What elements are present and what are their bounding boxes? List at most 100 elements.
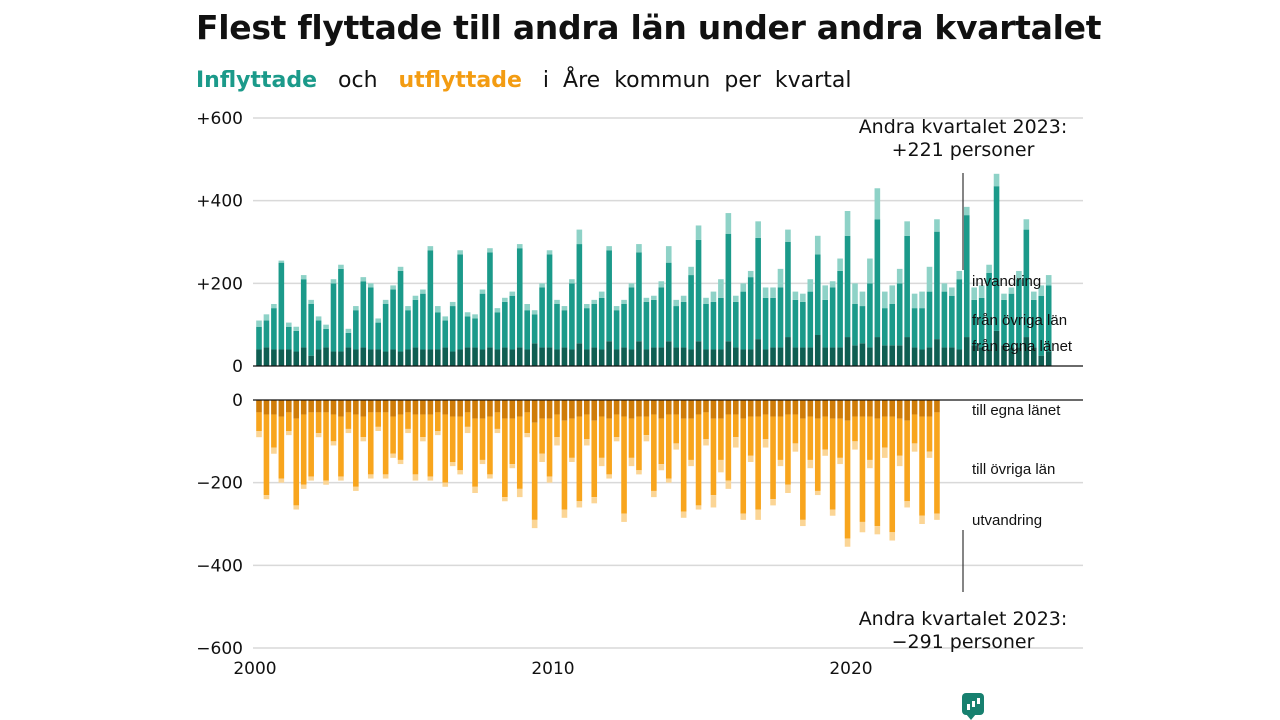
- bar-in-immigration: [382, 299, 389, 305]
- bar-out-emigration: [733, 437, 739, 448]
- y-tick-label: −200: [196, 474, 243, 494]
- subtitle-word: i: [542, 68, 550, 93]
- bar-out-other: [271, 414, 277, 448]
- bar-in-other: [710, 301, 717, 350]
- bar-out-emigration: [792, 443, 799, 452]
- bar-in-immigration: [442, 316, 449, 321]
- bar-out-emigration: [621, 513, 627, 522]
- bar-in-immigration: [1008, 287, 1015, 294]
- bar-out-emigration: [405, 428, 411, 434]
- bar-out-other: [412, 414, 419, 475]
- bar-in-own: [539, 347, 545, 366]
- bar-out-own: [762, 400, 769, 415]
- bar-out-emigration: [576, 501, 583, 508]
- bar-in-immigration: [502, 297, 508, 302]
- bar-out-emigration: [777, 459, 784, 467]
- bar-out-other: [576, 416, 583, 502]
- bar-out-emigration: [598, 457, 605, 467]
- bar-out-other: [502, 418, 508, 498]
- bar-out-own: [800, 400, 806, 419]
- bar-out-other: [755, 416, 761, 510]
- bar-out-other: [792, 414, 799, 444]
- bar-out-emigration: [286, 430, 292, 436]
- bar-in-own: [598, 349, 605, 366]
- bar-in-immigration: [531, 310, 538, 315]
- bar-in-other: [718, 297, 724, 350]
- bar-in-other: [524, 310, 530, 350]
- bar-out-emigration: [718, 459, 724, 473]
- bar-in-other: [576, 244, 583, 344]
- bar-in-own: [695, 341, 702, 366]
- bar-in-immigration: [777, 268, 784, 288]
- legend-label-in: invandring: [972, 273, 1041, 290]
- bar-out-own: [926, 400, 933, 417]
- subtitle-word: per: [724, 68, 761, 93]
- bar-out-other: [427, 414, 434, 477]
- bar-in-other: [479, 293, 486, 350]
- bar-out-other: [472, 418, 478, 487]
- bar-out-own: [576, 400, 583, 417]
- bar-in-immigration: [509, 291, 516, 296]
- bar-in-immigration: [1023, 219, 1030, 230]
- bar-out-other: [435, 412, 441, 431]
- bar-out-emigration: [859, 521, 866, 533]
- bar-in-other: [971, 299, 977, 346]
- bar-out-other: [561, 420, 568, 510]
- bar-in-immigration: [546, 250, 553, 255]
- bar-in-own: [643, 349, 650, 366]
- bar-out-own: [785, 400, 791, 415]
- bar-out-emigration: [293, 505, 300, 510]
- bar-out-emigration: [449, 461, 456, 467]
- bar-in-immigration: [621, 299, 627, 305]
- y-tick-label: +400: [196, 192, 243, 212]
- bar-in-own: [479, 349, 486, 366]
- bar-out-other: [546, 418, 553, 477]
- bar-in-own: [256, 349, 262, 366]
- bar-out-emigration: [561, 509, 568, 518]
- bar-out-other: [680, 418, 687, 512]
- bar-out-own: [829, 400, 836, 419]
- bar-out-other: [353, 414, 359, 487]
- bar-in-own: [606, 341, 612, 366]
- annotation-bottom-text: −291 personer: [892, 631, 1035, 653]
- bar-in-own: [390, 349, 396, 366]
- bar-out-other: [852, 416, 858, 442]
- bar-in-own: [420, 349, 426, 366]
- bar-in-own: [345, 347, 352, 366]
- bar-in-own: [353, 349, 359, 366]
- bar-out-own: [561, 400, 568, 421]
- bar-out-other: [539, 418, 545, 454]
- bar-out-other: [390, 416, 396, 454]
- bar-in-other: [293, 330, 300, 352]
- bar-in-other: [256, 326, 262, 350]
- bar-in-other: [941, 291, 948, 348]
- bar-in-own: [628, 349, 635, 366]
- bar-in-own: [494, 349, 501, 366]
- bar-in-immigration: [338, 264, 344, 269]
- bar-out-own: [598, 400, 605, 417]
- bar-in-own: [584, 349, 590, 366]
- chart-subtitle: Inflyttade och utflyttade i Åre kommun per k…: [196, 68, 865, 93]
- bar-in-other: [494, 312, 501, 350]
- bar-in-immigration: [718, 279, 724, 298]
- subtitle-word: kommun: [614, 68, 711, 93]
- bar-in-other: [926, 291, 933, 348]
- bar-out-own: [360, 400, 367, 417]
- bar-out-own: [531, 400, 538, 423]
- bar-in-other: [271, 308, 277, 350]
- bar-out-own: [584, 400, 590, 415]
- bar-in-other: [584, 308, 590, 350]
- bar-out-own: [539, 400, 545, 419]
- bar-out-other: [673, 414, 679, 444]
- bar-in-other: [1008, 293, 1015, 348]
- bar-in-other: [1001, 299, 1007, 346]
- bar-in-immigration: [822, 285, 828, 300]
- bar-out-other: [658, 418, 665, 465]
- bar-out-other: [360, 416, 367, 438]
- bar-in-own: [464, 347, 471, 366]
- bar-out-other: [651, 414, 657, 491]
- bar-in-immigration: [613, 306, 620, 311]
- bar-out-own: [837, 400, 843, 419]
- bar-out-emigration: [330, 441, 337, 446]
- bar-in-other: [598, 297, 605, 350]
